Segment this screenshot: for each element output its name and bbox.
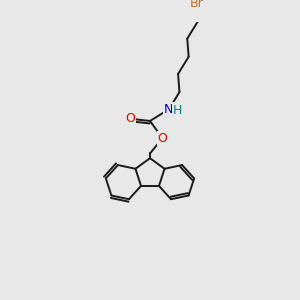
Text: Br: Br — [190, 0, 203, 10]
Text: O: O — [125, 112, 135, 125]
Text: O: O — [158, 132, 167, 145]
Text: H: H — [173, 104, 182, 117]
Text: N: N — [164, 103, 174, 116]
